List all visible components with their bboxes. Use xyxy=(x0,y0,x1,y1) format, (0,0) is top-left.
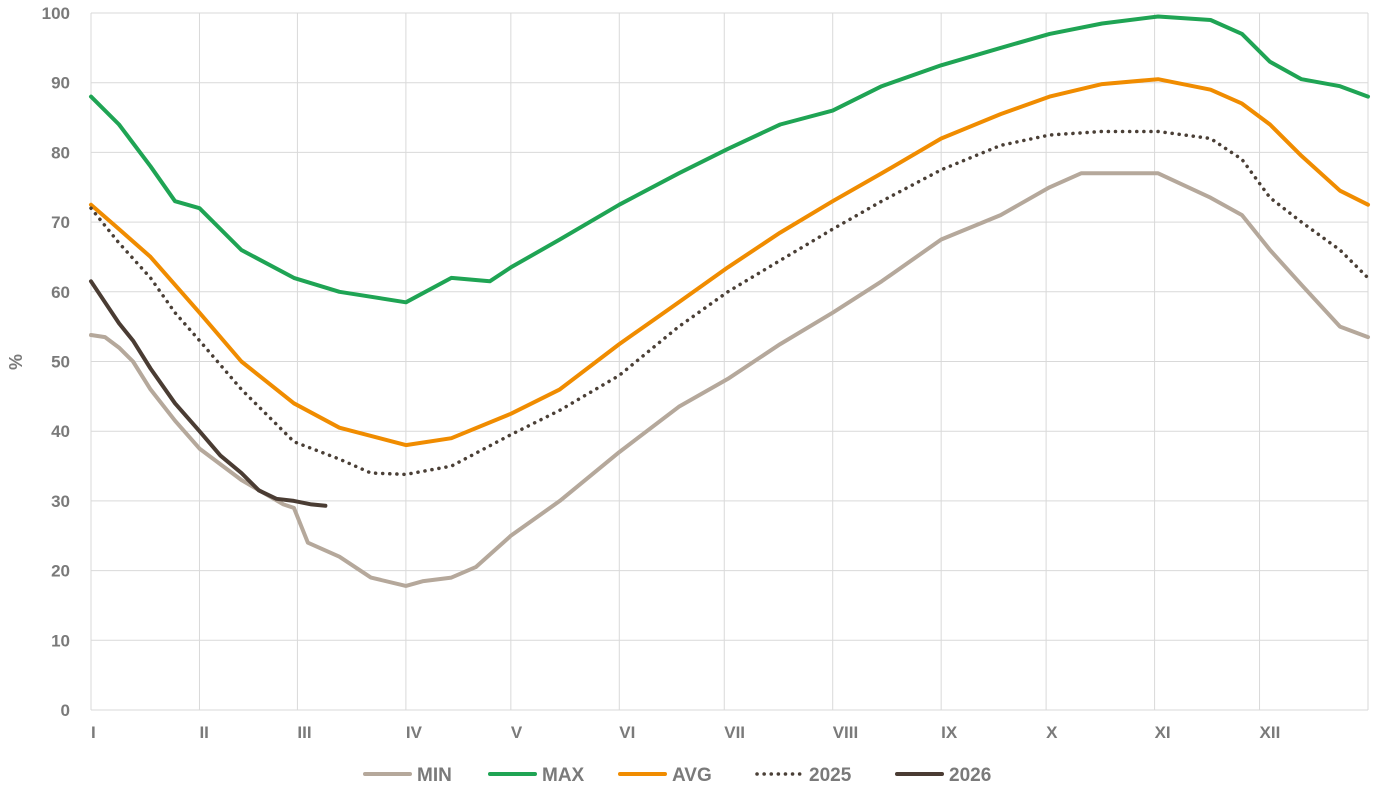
legend-label-max: MAX xyxy=(542,765,585,786)
x-tick-label: VII xyxy=(724,723,745,742)
y-tick-label: 0 xyxy=(61,701,70,720)
y-tick-label: 40 xyxy=(51,422,70,441)
series-line-max xyxy=(89,14,1370,305)
x-tick-label: IX xyxy=(941,723,958,742)
legend-label-2026: 2026 xyxy=(949,765,991,786)
series-line-min xyxy=(89,171,1370,588)
y-tick-label: 90 xyxy=(51,74,70,93)
x-tick-label: VI xyxy=(619,723,635,742)
y-tick-label: 60 xyxy=(51,283,70,302)
x-tick-label: XII xyxy=(1260,723,1281,742)
y-axis-label: % xyxy=(6,354,26,370)
y-tick-label: 80 xyxy=(51,143,70,162)
legend-label-min: MIN xyxy=(417,765,452,786)
x-tick-label: III xyxy=(297,723,311,742)
legend-label-avg: AVG xyxy=(672,765,712,786)
x-tick-label: X xyxy=(1046,723,1058,742)
x-tick-label: IV xyxy=(406,723,423,742)
x-tick-label: II xyxy=(199,723,208,742)
y-tick-label: 100 xyxy=(42,4,70,23)
y-tick-label: 30 xyxy=(51,492,70,511)
y-tick-label: 50 xyxy=(51,353,70,372)
x-tick-label: VIII xyxy=(833,723,859,742)
x-tick-label: I xyxy=(91,723,96,742)
series-line-avg xyxy=(89,77,1370,448)
series-line-2026 xyxy=(89,279,328,508)
y-tick-label: 70 xyxy=(51,213,70,232)
y-tick-label: 20 xyxy=(51,562,70,581)
x-tick-label: V xyxy=(511,723,523,742)
x-tick-label: XI xyxy=(1155,723,1171,742)
legend-label-2025: 2025 xyxy=(809,765,852,786)
y-tick-label: 10 xyxy=(51,631,70,650)
